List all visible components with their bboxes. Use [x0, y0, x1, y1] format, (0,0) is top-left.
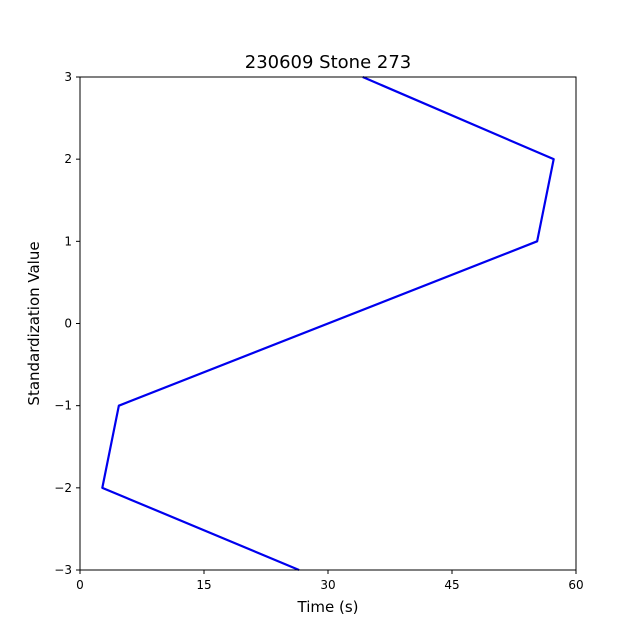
y-axis: −3 −2 −1 0 1 2 3 [54, 70, 80, 577]
x-axis-title: Time (s) [297, 598, 359, 616]
y-tick-label: 0 [64, 317, 72, 331]
x-tick-label: 0 [76, 578, 84, 592]
x-axis: 0 15 30 45 60 [76, 570, 584, 592]
y-tick-label: 3 [64, 70, 72, 84]
y-axis-title: Standardization Value [25, 241, 43, 405]
y-tick-label: −3 [54, 563, 72, 577]
series-line [101, 75, 555, 572]
plot-area [101, 75, 555, 572]
y-tick-label: −2 [54, 481, 72, 495]
x-tick-label: 30 [320, 578, 335, 592]
x-tick-label: 45 [444, 578, 459, 592]
y-tick-label: −1 [54, 399, 72, 413]
chart-title: 230609 Stone 273 [245, 52, 412, 73]
x-tick-label: 15 [196, 578, 211, 592]
x-tick-label: 60 [568, 578, 583, 592]
y-tick-label: 2 [64, 152, 72, 166]
y-tick-label: 1 [64, 234, 72, 248]
